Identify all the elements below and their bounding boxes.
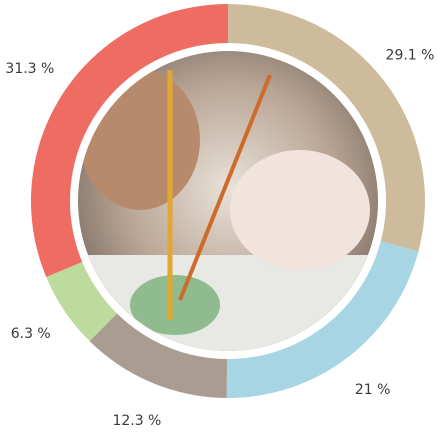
page: {"chart_data": {"type": "donut", "catego… — [0, 0, 438, 436]
value-label: 29.1 % — [386, 48, 435, 64]
value-label: 21 % — [355, 382, 391, 398]
chart: 29.1 % 21 % 12.3 % 6.3 % 31.3 % — [0, 0, 438, 436]
value-label: 12.3 % — [112, 413, 161, 429]
value-label: 6.3 % — [11, 326, 51, 342]
value-label: 31.3 % — [5, 61, 54, 77]
